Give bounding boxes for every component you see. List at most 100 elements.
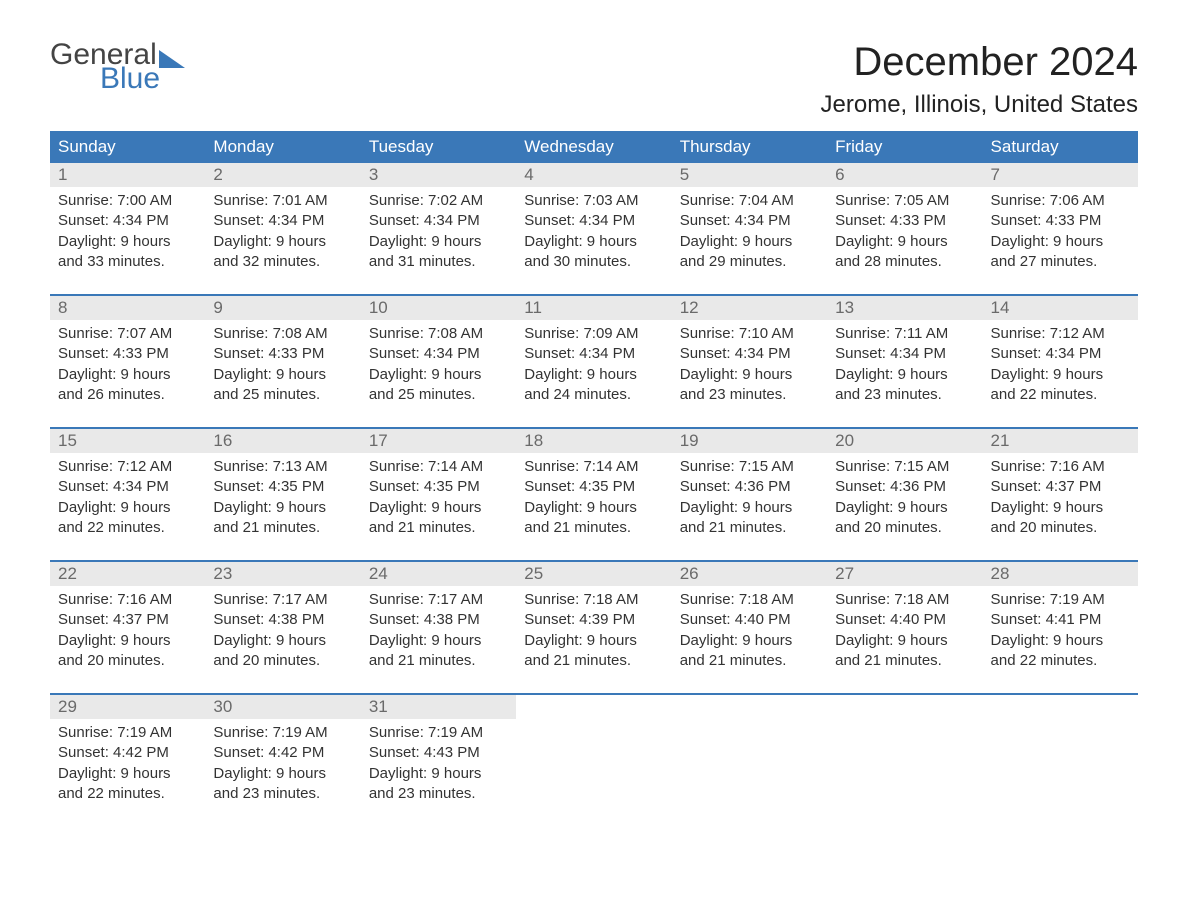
- day-number-cell: 18: [516, 429, 671, 453]
- sunset-text: Sunset: 4:40 PM: [680, 610, 819, 630]
- daylight-text: Daylight: 9 hours: [680, 498, 819, 518]
- sunrise-text: Sunrise: 7:12 AM: [58, 457, 197, 477]
- sunrise-text: Sunrise: 7:14 AM: [524, 457, 663, 477]
- sunrise-text: Sunrise: 7:15 AM: [680, 457, 819, 477]
- sunrise-text: Sunrise: 7:19 AM: [991, 590, 1130, 610]
- day-number-cell: [827, 695, 982, 719]
- day-detail-cell: Sunrise: 7:17 AMSunset: 4:38 PMDaylight:…: [361, 586, 516, 694]
- daylight-text: Daylight: 9 hours: [524, 232, 663, 252]
- day-detail-cell: Sunrise: 7:11 AMSunset: 4:34 PMDaylight:…: [827, 320, 982, 428]
- day-detail-cell: Sunrise: 7:18 AMSunset: 4:40 PMDaylight:…: [672, 586, 827, 694]
- daylight-text: and 21 minutes.: [369, 518, 508, 538]
- day-detail-cell: Sunrise: 7:19 AMSunset: 4:41 PMDaylight:…: [983, 586, 1138, 694]
- sunrise-text: Sunrise: 7:16 AM: [58, 590, 197, 610]
- daylight-text: and 21 minutes.: [524, 518, 663, 538]
- sunset-text: Sunset: 4:36 PM: [680, 477, 819, 497]
- daylight-text: Daylight: 9 hours: [680, 232, 819, 252]
- sunrise-text: Sunrise: 7:09 AM: [524, 324, 663, 344]
- daylight-text: Daylight: 9 hours: [58, 498, 197, 518]
- day-detail-row: Sunrise: 7:19 AMSunset: 4:42 PMDaylight:…: [50, 719, 1138, 826]
- daylight-text: and 22 minutes.: [58, 518, 197, 538]
- sunset-text: Sunset: 4:33 PM: [991, 211, 1130, 231]
- sunset-text: Sunset: 4:34 PM: [369, 211, 508, 231]
- sunset-text: Sunset: 4:34 PM: [58, 211, 197, 231]
- daylight-text: Daylight: 9 hours: [369, 498, 508, 518]
- daylight-text: and 24 minutes.: [524, 385, 663, 405]
- day-detail-cell: Sunrise: 7:05 AMSunset: 4:33 PMDaylight:…: [827, 187, 982, 295]
- calendar-table: Sunday Monday Tuesday Wednesday Thursday…: [50, 131, 1138, 826]
- daylight-text: Daylight: 9 hours: [524, 631, 663, 651]
- day-number-cell: 11: [516, 296, 671, 320]
- day-number-cell: [516, 695, 671, 719]
- sunrise-text: Sunrise: 7:18 AM: [524, 590, 663, 610]
- day-number-cell: 20: [827, 429, 982, 453]
- sunset-text: Sunset: 4:34 PM: [680, 211, 819, 231]
- daylight-text: and 23 minutes.: [680, 385, 819, 405]
- sunrise-text: Sunrise: 7:17 AM: [213, 590, 352, 610]
- sunset-text: Sunset: 4:34 PM: [680, 344, 819, 364]
- sunset-text: Sunset: 4:33 PM: [58, 344, 197, 364]
- day-number-cell: 25: [516, 562, 671, 586]
- day-number-cell: 5: [672, 163, 827, 187]
- daylight-text: and 22 minutes.: [58, 784, 197, 804]
- sunrise-text: Sunrise: 7:11 AM: [835, 324, 974, 344]
- day-number-cell: 8: [50, 296, 205, 320]
- daylight-text: Daylight: 9 hours: [213, 232, 352, 252]
- daylight-text: Daylight: 9 hours: [58, 365, 197, 385]
- sunset-text: Sunset: 4:37 PM: [991, 477, 1130, 497]
- daylight-text: Daylight: 9 hours: [58, 232, 197, 252]
- sunset-text: Sunset: 4:34 PM: [524, 344, 663, 364]
- day-detail-cell: Sunrise: 7:01 AMSunset: 4:34 PMDaylight:…: [205, 187, 360, 295]
- sunset-text: Sunset: 4:41 PM: [991, 610, 1130, 630]
- day-header: Tuesday: [361, 131, 516, 163]
- daylight-text: Daylight: 9 hours: [680, 365, 819, 385]
- day-detail-row: Sunrise: 7:07 AMSunset: 4:33 PMDaylight:…: [50, 320, 1138, 428]
- daylight-text: and 20 minutes.: [835, 518, 974, 538]
- daylight-text: and 21 minutes.: [524, 651, 663, 671]
- daylight-text: and 31 minutes.: [369, 252, 508, 272]
- day-number-cell: 23: [205, 562, 360, 586]
- daylight-text: Daylight: 9 hours: [524, 498, 663, 518]
- daylight-text: and 28 minutes.: [835, 252, 974, 272]
- logo: General Blue: [50, 40, 185, 94]
- daylight-text: and 32 minutes.: [213, 252, 352, 272]
- sunset-text: Sunset: 4:34 PM: [58, 477, 197, 497]
- day-detail-cell: [672, 719, 827, 826]
- daylight-text: and 22 minutes.: [991, 385, 1130, 405]
- day-header: Saturday: [983, 131, 1138, 163]
- day-detail-cell: [516, 719, 671, 826]
- sunset-text: Sunset: 4:40 PM: [835, 610, 974, 630]
- sunset-text: Sunset: 4:34 PM: [991, 344, 1130, 364]
- day-number-row: 293031: [50, 695, 1138, 719]
- day-number-cell: 3: [361, 163, 516, 187]
- sunset-text: Sunset: 4:37 PM: [58, 610, 197, 630]
- location-text: Jerome, Illinois, United States: [821, 91, 1138, 119]
- sunset-text: Sunset: 4:42 PM: [213, 743, 352, 763]
- day-number-row: 1234567: [50, 163, 1138, 187]
- day-number-cell: 16: [205, 429, 360, 453]
- daylight-text: and 20 minutes.: [991, 518, 1130, 538]
- day-detail-cell: Sunrise: 7:18 AMSunset: 4:40 PMDaylight:…: [827, 586, 982, 694]
- day-detail-cell: Sunrise: 7:19 AMSunset: 4:42 PMDaylight:…: [205, 719, 360, 826]
- day-detail-cell: Sunrise: 7:14 AMSunset: 4:35 PMDaylight:…: [361, 453, 516, 561]
- day-number-cell: 15: [50, 429, 205, 453]
- daylight-text: and 22 minutes.: [991, 651, 1130, 671]
- day-number-cell: 22: [50, 562, 205, 586]
- day-detail-row: Sunrise: 7:16 AMSunset: 4:37 PM Daylight:…: [50, 586, 1138, 694]
- day-detail-row: Sunrise: 7:00 AMSunset: 4:34 PMDaylight:…: [50, 187, 1138, 295]
- daylight-text: and 25 minutes.: [213, 385, 352, 405]
- day-detail-row: Sunrise: 7:12 AMSunset: 4:34 PMDaylight:…: [50, 453, 1138, 561]
- logo-text-blue: Blue: [100, 64, 185, 94]
- daylight-text: Daylight: 9 hours: [991, 498, 1130, 518]
- sunset-text: Sunset: 4:34 PM: [835, 344, 974, 364]
- daylight-text: and 20 minutes.: [58, 651, 197, 671]
- daylight-text: Daylight: 9 hours: [835, 498, 974, 518]
- daylight-text: Daylight: 9 hours: [835, 232, 974, 252]
- daylight-text: Daylight: 9 hours: [213, 365, 352, 385]
- day-detail-cell: Sunrise: 7:13 AMSunset: 4:35 PMDaylight:…: [205, 453, 360, 561]
- sunrise-text: Sunrise: 7:19 AM: [58, 723, 197, 743]
- day-detail-cell: Sunrise: 7:16 AMSunset: 4:37 PMDaylight:…: [50, 586, 205, 694]
- daylight-text: and 25 minutes.: [369, 385, 508, 405]
- day-number-cell: 28: [983, 562, 1138, 586]
- daylight-text: Daylight: 9 hours: [835, 365, 974, 385]
